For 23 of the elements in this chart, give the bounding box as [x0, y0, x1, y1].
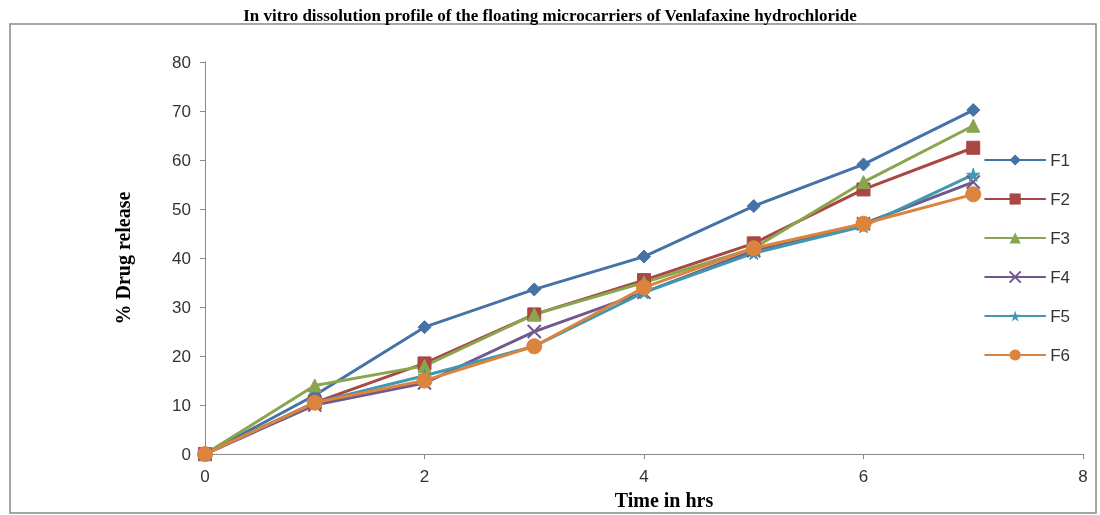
y-axis-title: % Drug release	[112, 191, 135, 325]
legend-label: F2	[1050, 189, 1070, 209]
x-tick-label: 2	[419, 467, 430, 487]
legend-label: F6	[1050, 345, 1070, 365]
y-tick-label: 30	[172, 297, 191, 317]
x-tick-label: 0	[200, 467, 210, 487]
chart-title: In vitro dissolution profile of the floating microcarriers of Venlafaxine hydrochloride	[243, 6, 858, 25]
y-tick-label: 80	[172, 52, 191, 72]
legend-label: F4	[1050, 267, 1070, 287]
y-tick-label: 10	[172, 395, 191, 415]
legend-label: F1	[1050, 150, 1070, 170]
x-tick-label: 8	[1078, 467, 1088, 487]
y-tick-label: 40	[172, 248, 191, 268]
y-tick-label: 0	[181, 444, 191, 464]
y-tick-label: 70	[172, 101, 191, 121]
y-tick-label: 50	[172, 199, 191, 219]
legend-label: F3	[1050, 228, 1070, 248]
y-tick-label: 20	[172, 346, 191, 366]
x-tick-label: 6	[858, 467, 869, 487]
x-axis-title: Time in hrs	[614, 489, 714, 511]
legend-label: F5	[1050, 306, 1070, 326]
y-tick-label: 60	[172, 150, 191, 170]
x-tick-label: 4	[639, 467, 649, 487]
